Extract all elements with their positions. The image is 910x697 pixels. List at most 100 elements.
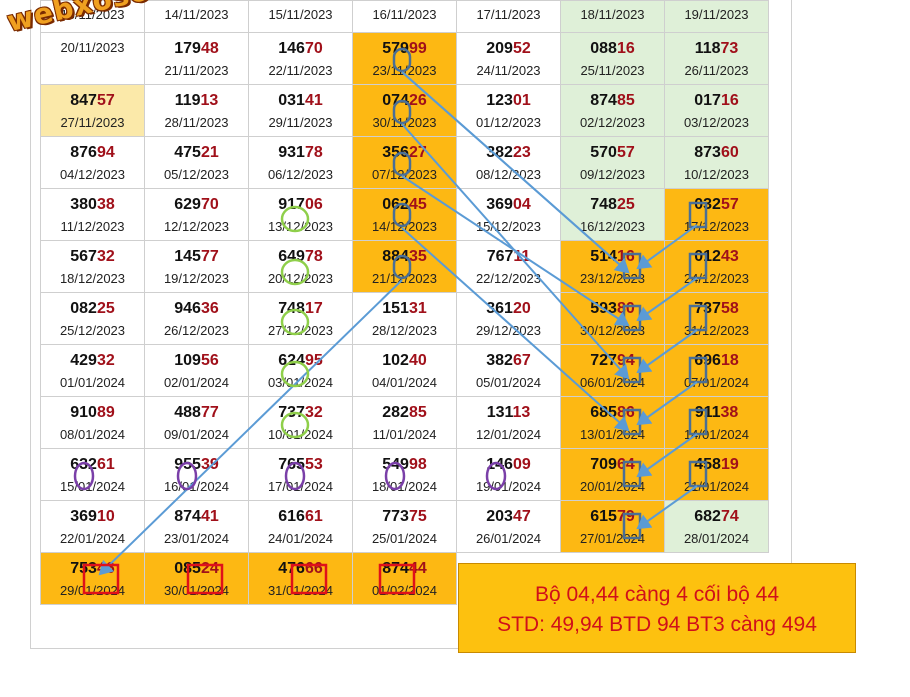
result-date: 29/11/2023 — [268, 115, 333, 130]
result-head-digits: 088 — [590, 40, 617, 57]
result-date: 20/12/2023 — [267, 271, 334, 286]
result-tail-digits: 70 — [200, 196, 219, 213]
result-cell: 73732 10/01/2024 — [248, 396, 353, 449]
result-head-digits: 382 — [486, 144, 513, 161]
result-date: 30/12/2023 — [579, 323, 646, 338]
result-cell: 14609 19/01/2024 — [456, 448, 561, 501]
result-number: 87485 — [562, 92, 664, 110]
result-tail-digits: 57 — [720, 196, 739, 213]
result-number: 38038 — [42, 196, 144, 214]
result-tail-digits: 18 — [720, 352, 739, 369]
result-cell: 56732 18/12/2023 — [40, 240, 145, 293]
result-cell: 12301 01/12/2023 — [456, 84, 561, 137]
result-date: 17/11/2023 — [476, 7, 541, 22]
calendar-week-row: 08225 25/12/2023 94636 26/12/2023 74817 27/12… — [40, 292, 769, 345]
result-number: 87694 — [42, 144, 144, 162]
result-tail-digits: 74 — [720, 508, 739, 525]
result-number: 20952 — [458, 40, 560, 58]
result-cell: 10240 04/01/2024 — [352, 344, 457, 397]
result-cell: 47521 05/12/2023 — [144, 136, 249, 189]
result-cell: 08225 25/12/2023 — [40, 292, 145, 345]
lottery-results-calendar: 13/11/2023 14/11/2023 15/11/2023 16/11/2023… — [40, 0, 769, 605]
result-head-digits: 567 — [70, 248, 97, 265]
result-number: 10240 — [354, 352, 456, 370]
result-head-digits: 203 — [486, 508, 513, 525]
green-ring — [280, 258, 310, 286]
result-tail-digits: 35 — [408, 248, 427, 265]
result-head-digits: 119 — [174, 92, 201, 109]
result-date: 18/11/2023 — [580, 7, 645, 22]
green-ring — [280, 205, 310, 233]
result-number: 56732 — [42, 248, 144, 266]
result-head-digits: 946 — [174, 300, 201, 317]
result-cell: 11913 28/11/2023 — [144, 84, 249, 137]
result-cell: 20/11/2023 — [40, 32, 145, 85]
result-cell: 87360 10/12/2023 — [664, 136, 769, 189]
note-line-2: STD: 49,94 BTD 94 BT3 càng 494 — [497, 613, 817, 636]
result-date: 28/11/2023 — [164, 115, 229, 130]
result-head-digits: 151 — [382, 300, 409, 317]
result-cell: 17948 21/11/2023 — [144, 32, 249, 85]
result-tail-digits: 38 — [96, 196, 115, 213]
result-date: 03/12/2023 — [683, 115, 750, 130]
result-cell: 91138 14/01/2024 — [664, 396, 769, 449]
result-date: 13/11/2023 — [60, 7, 125, 22]
result-number: 87360 — [666, 144, 768, 162]
result-tail-digits: 47 — [512, 508, 531, 525]
result-head-digits: 380 — [70, 196, 97, 213]
result-head-digits: 748 — [590, 196, 617, 213]
result-tail-digits: 20 — [512, 300, 531, 317]
result-head-digits: 767 — [486, 248, 514, 265]
result-tail-digits: 41 — [304, 92, 323, 109]
digit-box — [688, 460, 708, 488]
green-ring — [280, 308, 310, 336]
result-tail-digits: 94 — [96, 144, 115, 161]
result-date: 15/11/2023 — [268, 7, 333, 22]
result-number: 45819 — [666, 456, 768, 474]
prediction-note: Bộ 04,44 càng 4 cối bộ 44 STD: 49,94 BTD… — [458, 563, 856, 653]
result-head-digits: 616 — [278, 508, 305, 525]
result-head-digits: 911 — [694, 404, 721, 421]
result-date: 04/01/2024 — [371, 375, 438, 390]
green-ring — [280, 360, 310, 388]
result-date: 20/01/2024 — [579, 479, 646, 494]
result-tail-digits: 19 — [720, 456, 739, 473]
result-head-digits: 102 — [382, 352, 409, 369]
result-head-digits: 685 — [590, 404, 617, 421]
result-tail-digits: 09 — [512, 456, 531, 473]
result-cell: 68274 28/01/2024 — [664, 500, 769, 553]
result-head-digits: 931 — [278, 144, 305, 161]
result-cell: 16/11/2023 — [352, 0, 457, 33]
result-number: 01243 — [666, 248, 768, 266]
result-tail-digits: 16 — [720, 92, 739, 109]
result-head-digits: 361 — [486, 300, 513, 317]
result-head-digits: 282 — [382, 404, 409, 421]
result-cell: 38038 11/12/2023 — [40, 188, 145, 241]
result-cell: 01716 03/12/2023 — [664, 84, 769, 137]
result-tail-digits: 06 — [304, 196, 323, 213]
result-date: 21/11/2023 — [164, 63, 229, 78]
result-head-digits: 737 — [694, 300, 721, 317]
result-head-digits: 570 — [590, 144, 617, 161]
result-tail-digits: 31 — [408, 300, 427, 317]
highlight-ring — [392, 151, 412, 177]
result-tail-digits: 85 — [616, 92, 635, 109]
result-cell: 03141 29/11/2023 — [248, 84, 353, 137]
result-date: 25/01/2024 — [371, 531, 438, 546]
result-number: 12301 — [458, 92, 560, 110]
result-cell: 57057 09/12/2023 — [560, 136, 665, 189]
purple-ring — [284, 461, 306, 491]
trend-arrow — [401, 175, 630, 327]
result-cell: 63261 15/01/2024 — [40, 448, 145, 501]
result-head-digits: 876 — [70, 144, 97, 161]
result-cell: 20347 26/01/2024 — [456, 500, 561, 553]
result-cell: 91706 13/12/2023 — [248, 188, 353, 241]
result-date: 07/01/2024 — [683, 375, 750, 390]
result-date: 08/12/2023 — [475, 167, 542, 182]
result-head-digits: 727 — [590, 352, 617, 369]
result-head-digits: 179 — [174, 40, 201, 57]
result-cell: 48877 09/01/2024 — [144, 396, 249, 449]
result-date: 09/12/2023 — [579, 167, 646, 182]
result-cell: 74817 27/12/2023 — [248, 292, 353, 345]
result-tail-digits: 38 — [720, 404, 739, 421]
